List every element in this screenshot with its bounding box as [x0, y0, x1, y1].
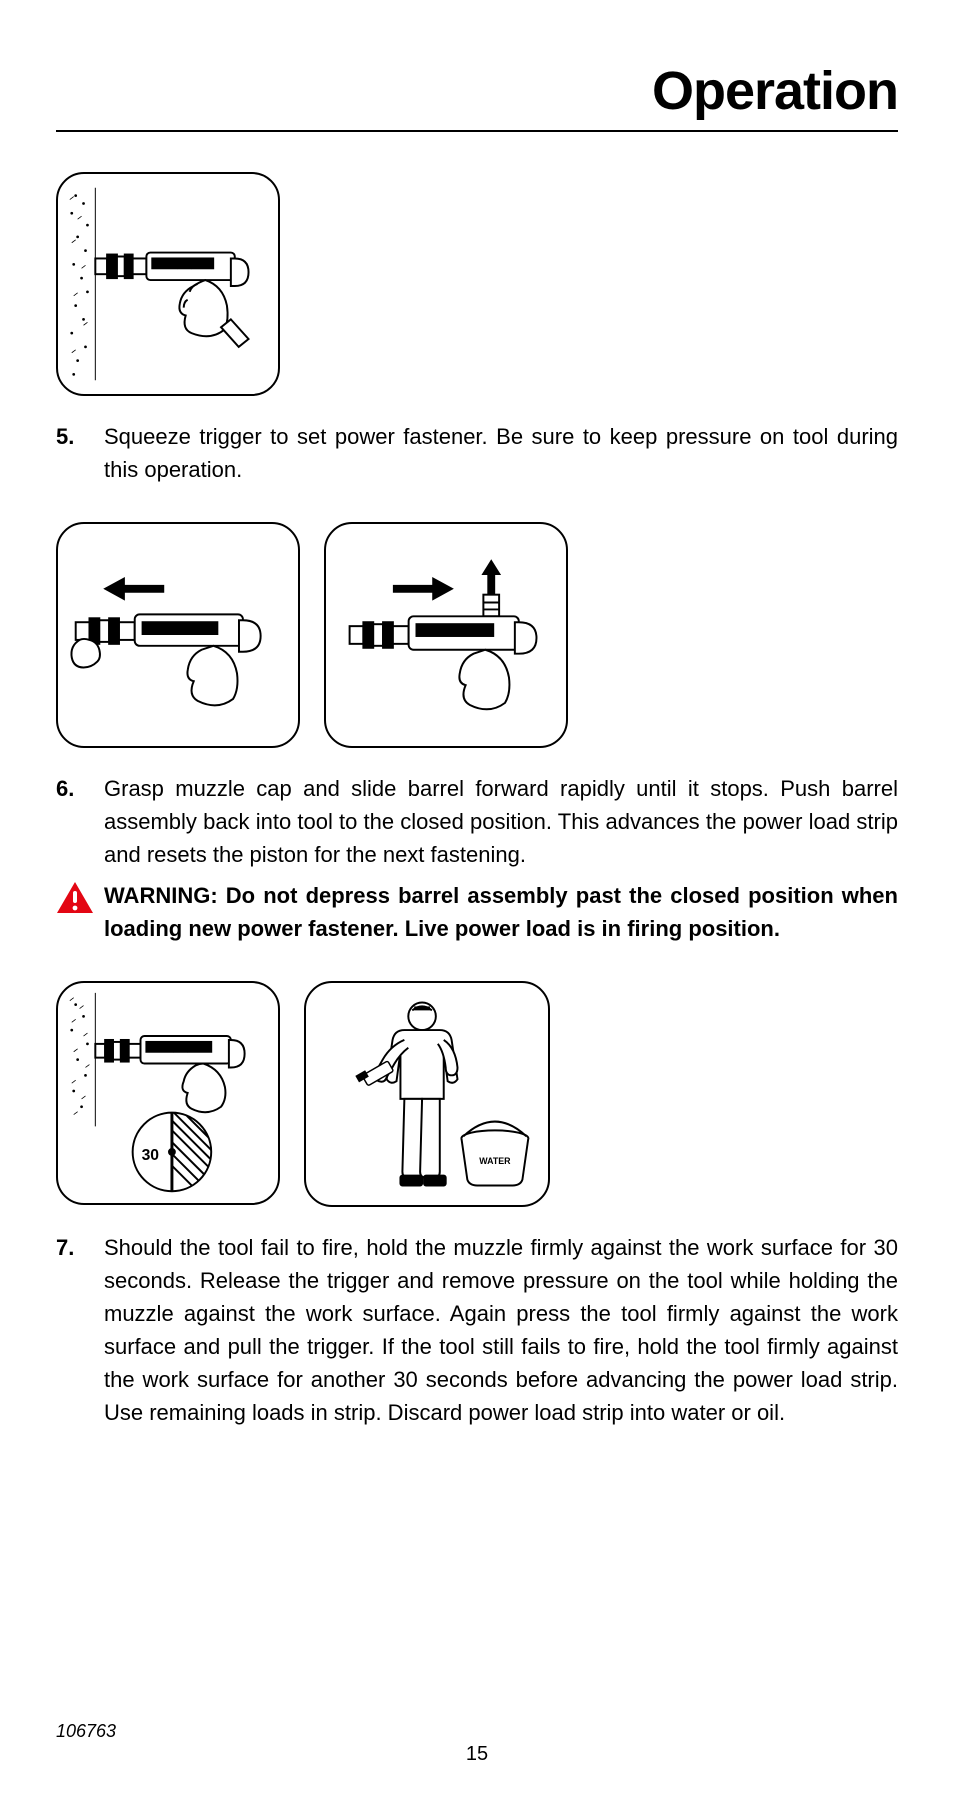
figure-hold-30sec: REMINGTON 600V: [56, 981, 280, 1205]
figure-row-step5: REMINGTON 600V: [56, 172, 898, 396]
warning-row: WARNING: Do not depress barrel assembly …: [56, 879, 898, 945]
tool-against-wall-icon: REMINGTON 600V: [58, 172, 278, 396]
step-7: 7. Should the tool fail to fire, hold th…: [56, 1231, 898, 1429]
title-rule: [56, 130, 898, 132]
step-text: Should the tool fail to fire, hold the m…: [104, 1231, 898, 1429]
svg-text:REMINGTON 600V: REMINGTON 600V: [157, 1046, 200, 1052]
svg-text:REMINGTON 600V: REMINGTON 600V: [429, 629, 480, 635]
footer-page-number: 15: [466, 1743, 488, 1766]
figure-discard-water: WATER: [304, 981, 550, 1207]
step-number: 7.: [56, 1231, 104, 1429]
svg-text:REMINGTON 600V: REMINGTON 600V: [161, 262, 204, 268]
svg-text:REMINGTON 600V: REMINGTON 600V: [154, 627, 205, 633]
warning-triangle-icon: [56, 881, 94, 915]
step-text: Grasp muzzle cap and slide barrel forwar…: [104, 776, 898, 867]
page-title: Operation: [56, 60, 898, 122]
step-5: 5. Squeeze trigger to set power fastener…: [56, 420, 898, 486]
step-6: 6. Grasp muzzle cap and slide barrel for…: [56, 772, 898, 945]
step-body: Grasp muzzle cap and slide barrel forwar…: [104, 772, 898, 945]
hold-thirty-seconds-icon: REMINGTON 600V: [58, 981, 278, 1205]
step-text: Squeeze trigger to set power fastener. B…: [104, 420, 898, 486]
svg-text:30: 30: [142, 1147, 160, 1164]
step-number: 5.: [56, 420, 104, 486]
warning-text: WARNING: Do not depress barrel assembly …: [104, 879, 898, 945]
figure-fire-against-wall: REMINGTON 600V: [56, 172, 280, 396]
figure-row-step7: REMINGTON 600V: [56, 981, 898, 1207]
figure-slide-forward: REMINGTON 600V: [56, 522, 300, 748]
figure-row-step6: REMINGTON 600V: [56, 522, 898, 748]
push-barrel-back-icon: REMINGTON 600V: [326, 522, 566, 748]
discard-in-water-icon: WATER: [306, 981, 548, 1207]
footer-document-id: 106763: [56, 1721, 116, 1742]
slide-barrel-forward-icon: REMINGTON 600V: [58, 522, 298, 748]
manual-page: Operation: [0, 0, 954, 1802]
figure-push-back: REMINGTON 600V: [324, 522, 568, 748]
title-block: Operation: [56, 60, 898, 122]
svg-text:WATER: WATER: [479, 1156, 511, 1166]
